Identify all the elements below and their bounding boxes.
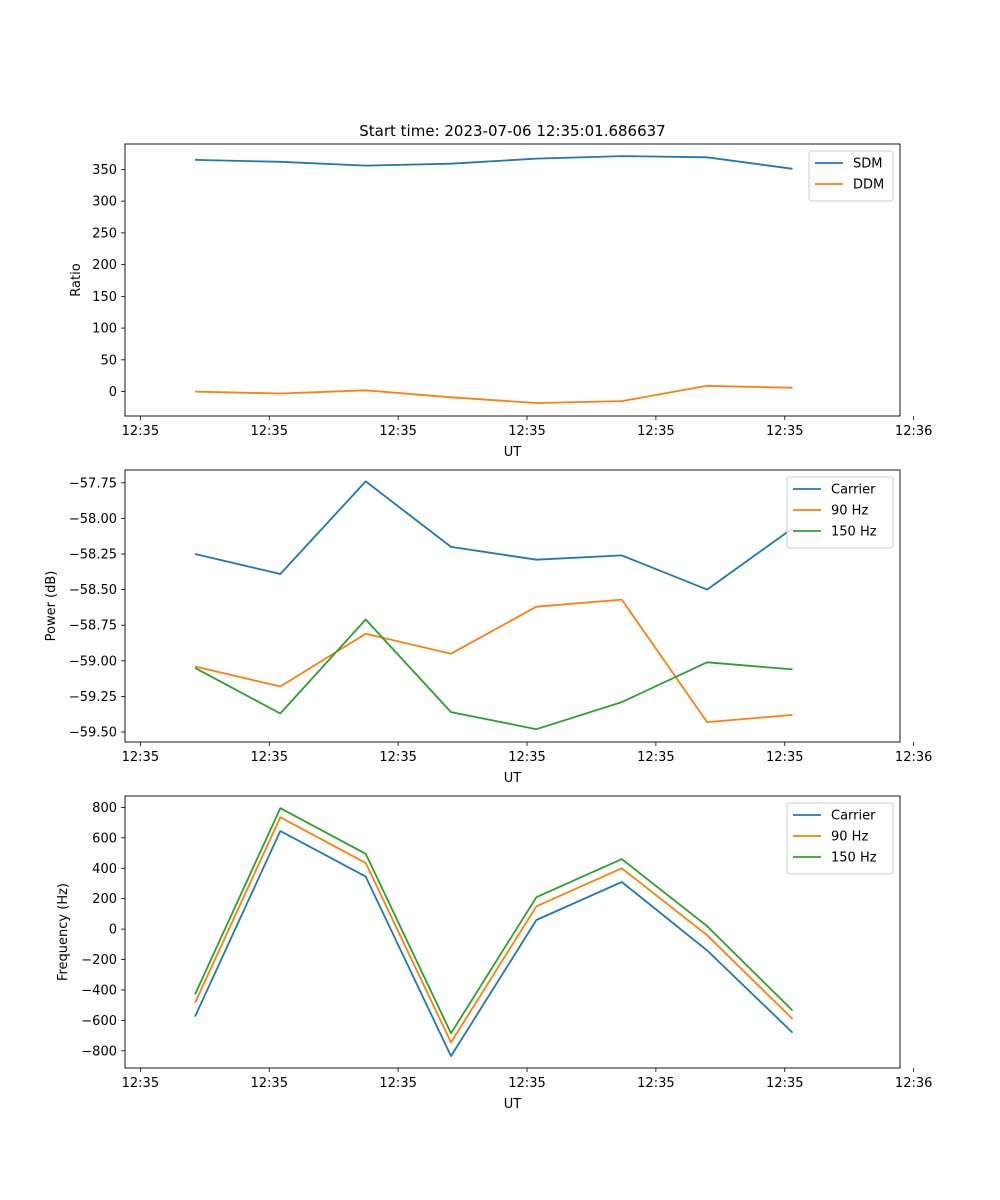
y-tick-label: −58.00 bbox=[69, 512, 117, 527]
x-tick-label: 12:35 bbox=[379, 424, 416, 439]
x-tick-label: 12:35 bbox=[251, 1076, 288, 1091]
x-axis-label: UT bbox=[504, 445, 522, 460]
series-line-150-hz bbox=[194, 618, 793, 731]
y-tick-label: 800 bbox=[92, 801, 117, 816]
x-tick-label: 12:36 bbox=[895, 1076, 932, 1091]
x-tick-label: 12:35 bbox=[122, 750, 159, 765]
x-tick-label: 12:36 bbox=[895, 750, 932, 765]
x-tick-label: 12:35 bbox=[122, 1076, 159, 1091]
x-tick-label: 12:35 bbox=[766, 750, 803, 765]
y-tick-label: 0 bbox=[109, 923, 117, 938]
x-tick-label: 12:35 bbox=[508, 750, 545, 765]
x-tick-label: 12:35 bbox=[766, 424, 803, 439]
series-line-carrier bbox=[194, 480, 794, 591]
y-tick-label: −57.75 bbox=[69, 476, 117, 491]
series-line-90-hz bbox=[194, 598, 793, 723]
legend: Carrier 90 Hz 150 Hz bbox=[786, 476, 894, 549]
x-tick-label: 12:35 bbox=[251, 424, 288, 439]
axes-frame bbox=[124, 143, 901, 417]
y-tick-label: −200 bbox=[81, 953, 117, 968]
y-tick-label: −58.75 bbox=[69, 619, 117, 634]
y-tick-label: 0 bbox=[109, 385, 117, 400]
y-tick-label: 250 bbox=[92, 226, 117, 241]
legend-label-90-hz: 90 Hz bbox=[831, 504, 868, 519]
chart-title: Start time: 2023-07-06 12:35:01.686637 bbox=[359, 122, 665, 140]
legend: SDM DDM bbox=[808, 150, 894, 202]
x-tick-label: 12:35 bbox=[251, 750, 288, 765]
y-tick-label: 200 bbox=[92, 892, 117, 907]
axes-frame bbox=[124, 795, 901, 1069]
legend-label-sdm: SDM bbox=[853, 157, 882, 172]
x-tick-label: 12:35 bbox=[508, 1076, 545, 1091]
x-tick-label: 12:35 bbox=[379, 1076, 416, 1091]
y-tick-label: −59.25 bbox=[69, 690, 117, 705]
legend-label-90-hz: 90 Hz bbox=[831, 830, 868, 845]
x-tick-label: 12:35 bbox=[637, 750, 674, 765]
x-tick-label: 12:36 bbox=[895, 424, 932, 439]
y-tick-label: 150 bbox=[92, 290, 117, 305]
y-tick-label: −58.50 bbox=[69, 583, 117, 598]
y-axis-label: Frequency (Hz) bbox=[56, 883, 71, 981]
y-tick-label: −600 bbox=[81, 1014, 117, 1029]
series-line-sdm bbox=[194, 155, 793, 170]
x-tick-label: 12:35 bbox=[637, 1076, 674, 1091]
series-line-150-hz bbox=[194, 807, 794, 1035]
x-axis-label: UT bbox=[504, 771, 522, 786]
y-tick-label: −59.00 bbox=[69, 654, 117, 669]
legend: Carrier 90 Hz 150 Hz bbox=[786, 802, 894, 875]
legend-label-150-hz: 150 Hz bbox=[831, 851, 877, 866]
y-tick-label: −58.25 bbox=[69, 548, 117, 563]
series-line-carrier bbox=[194, 830, 794, 1057]
axes-frame bbox=[124, 469, 901, 743]
y-tick-label: 600 bbox=[92, 831, 117, 846]
panel-1: 12:35 12:35 12:35 12:35 12:35 12:35 12:36 0 50 10… bbox=[69, 143, 932, 460]
x-tick-label: 12:35 bbox=[766, 1076, 803, 1091]
series-line-ddm bbox=[194, 384, 793, 404]
x-axis-label: UT bbox=[504, 1097, 522, 1112]
y-tick-label: 100 bbox=[92, 322, 117, 337]
y-tick-label: 350 bbox=[92, 163, 117, 178]
y-tick-label: 50 bbox=[100, 353, 117, 368]
y-axis-label: Ratio bbox=[69, 263, 84, 296]
panel-3: 12:35 12:35 12:35 12:35 12:35 12:35 12:36 −800 −… bbox=[56, 795, 932, 1112]
y-axis-label: Power (dB) bbox=[44, 571, 59, 642]
legend-label-ddm: DDM bbox=[853, 178, 884, 193]
x-tick-label: 12:35 bbox=[122, 424, 159, 439]
y-tick-label: 400 bbox=[92, 862, 117, 877]
legend-label-150-hz: 150 Hz bbox=[831, 525, 877, 540]
panel-2: 12:35 12:35 12:35 12:35 12:35 12:35 12:36 −59.5… bbox=[44, 469, 932, 786]
y-tick-label: −59.50 bbox=[69, 726, 117, 741]
y-tick-label: 200 bbox=[92, 258, 117, 273]
y-tick-label: −400 bbox=[81, 983, 117, 998]
x-tick-label: 12:35 bbox=[379, 750, 416, 765]
legend-label-carrier: Carrier bbox=[831, 809, 876, 824]
panels: 12:35 12:35 12:35 12:35 12:35 12:35 12:36 0 50 10… bbox=[44, 143, 932, 1112]
x-tick-label: 12:35 bbox=[637, 424, 674, 439]
y-tick-label: −800 bbox=[81, 1044, 117, 1059]
legend-label-carrier: Carrier bbox=[831, 483, 876, 498]
y-tick-label: 300 bbox=[92, 195, 117, 210]
x-tick-label: 12:35 bbox=[508, 424, 545, 439]
series-line-90-hz bbox=[194, 816, 794, 1044]
